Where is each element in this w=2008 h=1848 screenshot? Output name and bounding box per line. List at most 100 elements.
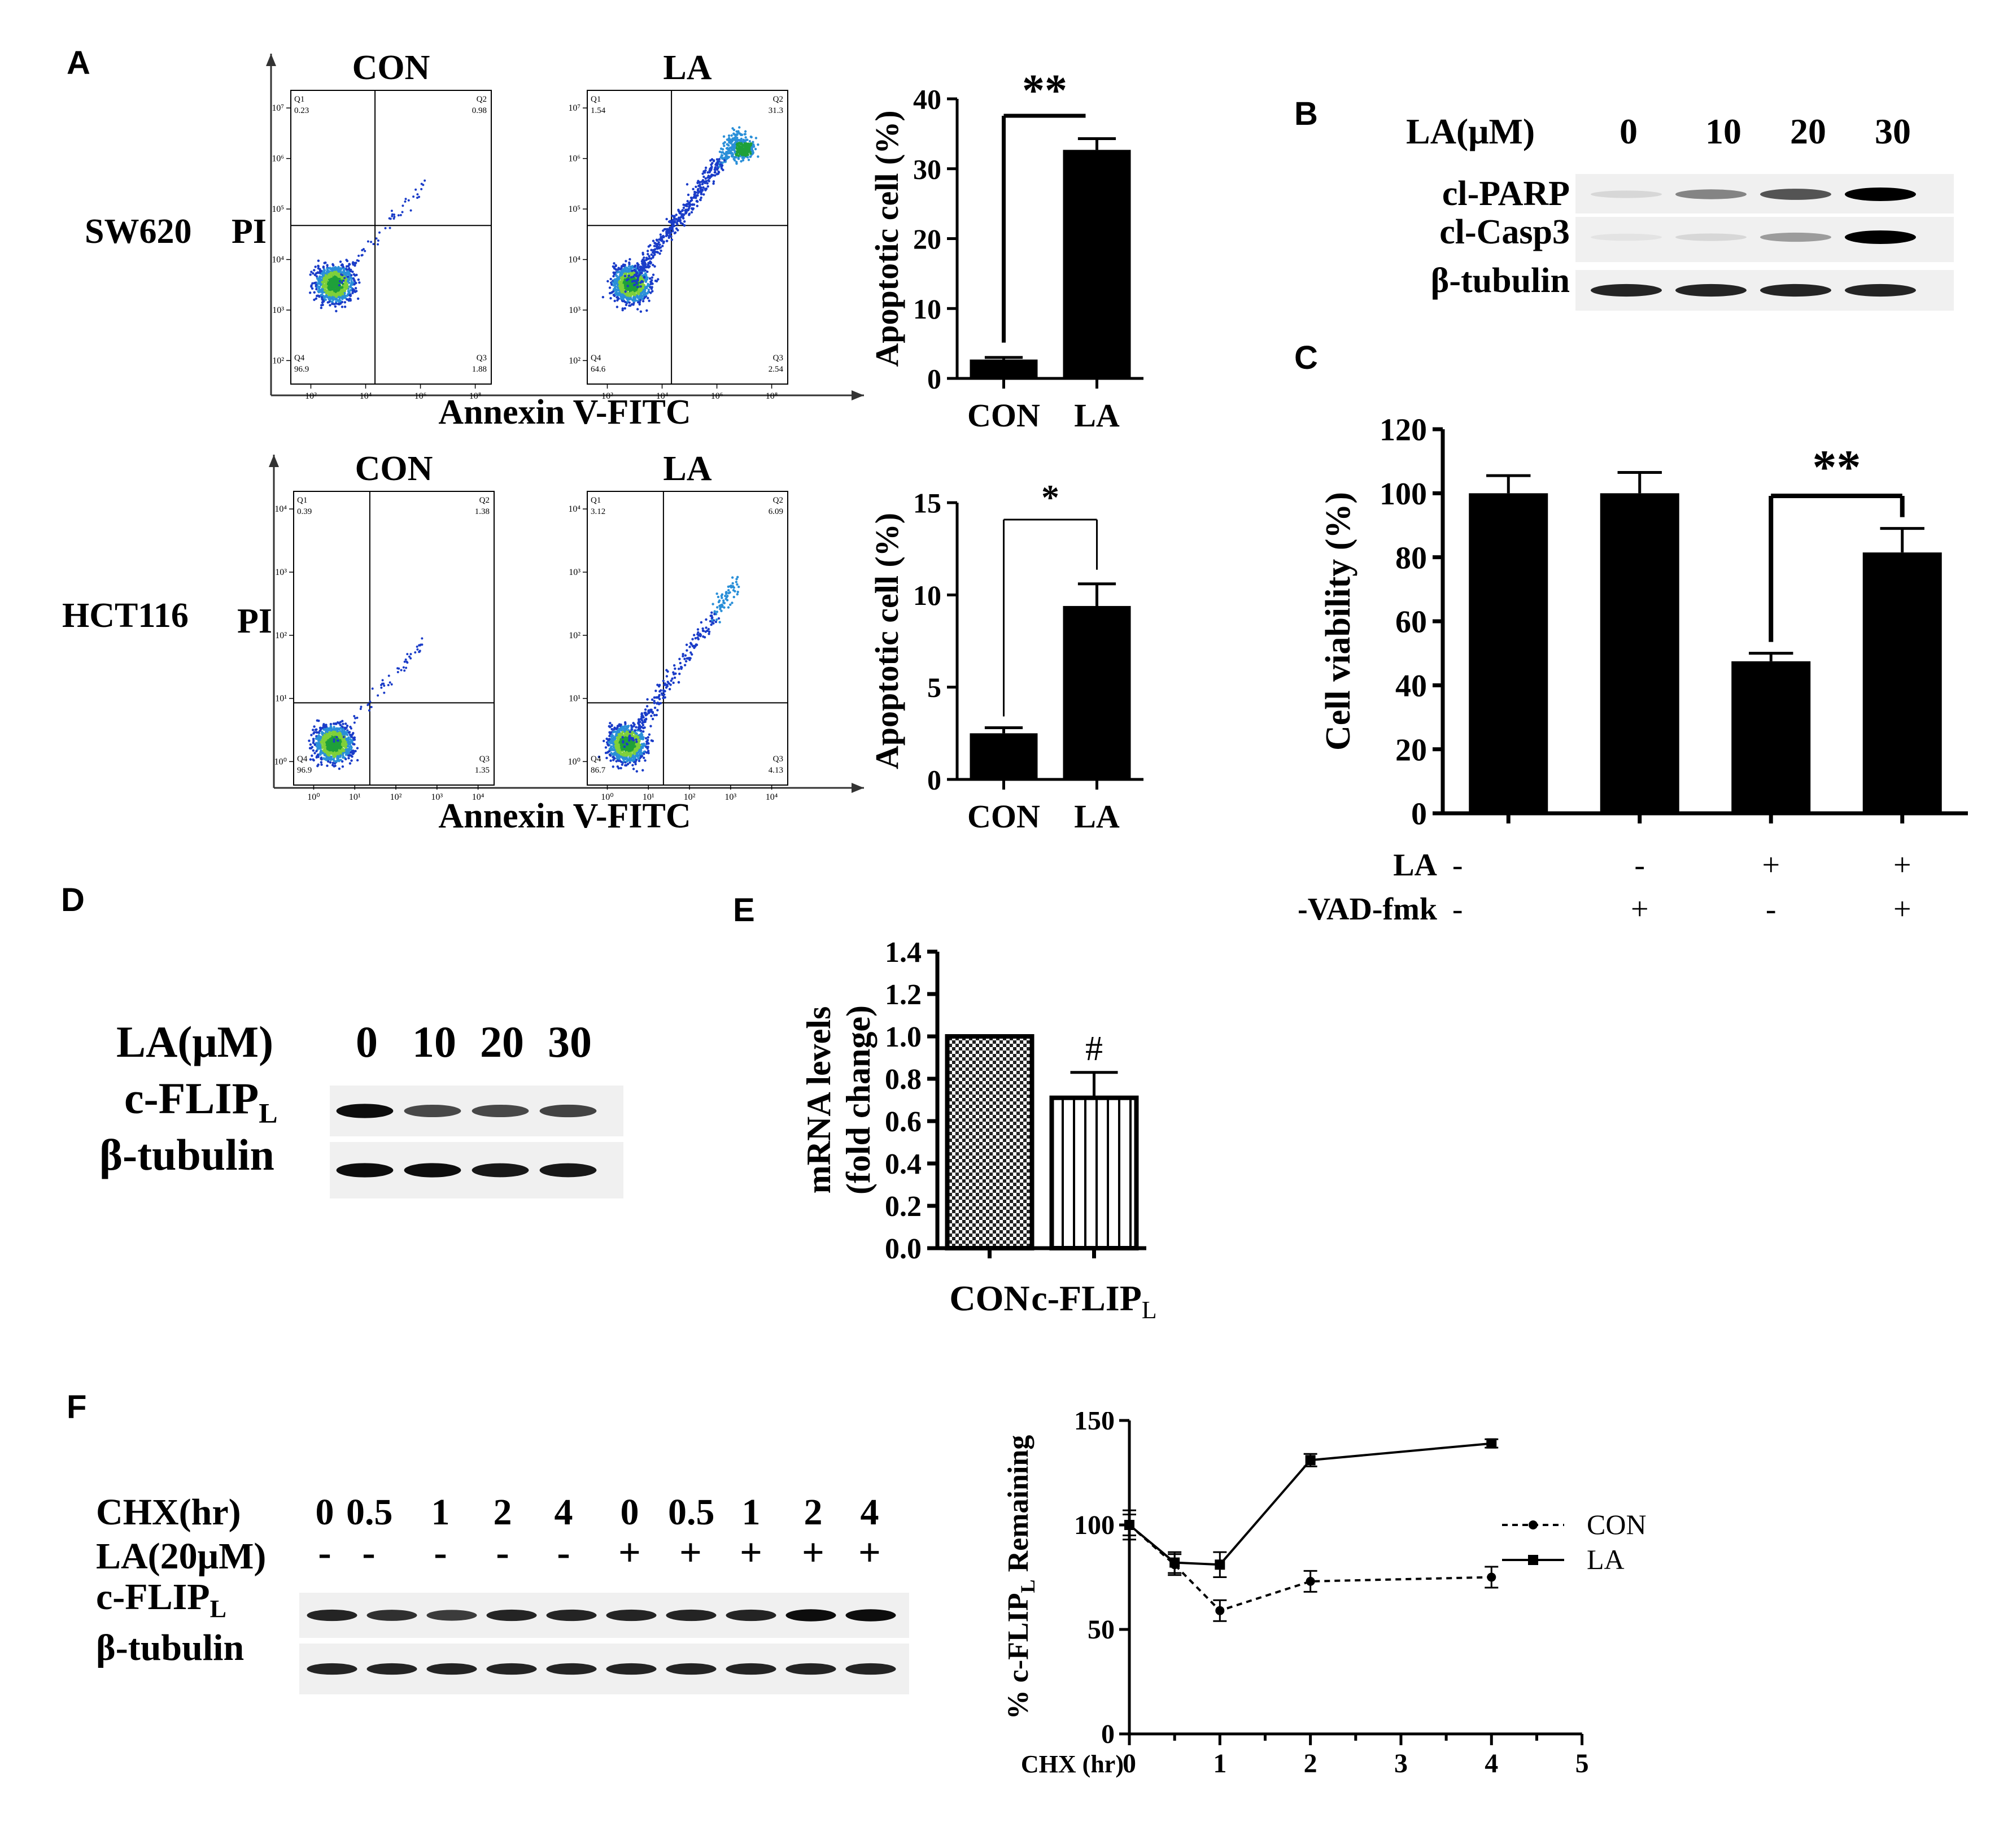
flow-event: [626, 285, 630, 287]
flow-event: [682, 206, 686, 210]
flow-event: [390, 210, 393, 212]
flow-event: [632, 293, 635, 296]
flow-event: [713, 171, 717, 174]
flow-event: [695, 185, 697, 188]
flow-event: [329, 742, 332, 745]
flow-event: [676, 223, 679, 226]
flow-event: [342, 279, 345, 282]
flow-event: [722, 601, 725, 604]
flow-event: [638, 268, 641, 272]
x-tick-label: 10⁴: [360, 391, 372, 401]
flow-event: [335, 295, 338, 298]
flow-event: [339, 302, 342, 305]
flow-event: [331, 302, 334, 306]
flow-event: [377, 239, 379, 242]
flow-event: [330, 732, 334, 735]
flow-event: [621, 730, 624, 734]
flow-event: [679, 219, 682, 221]
flow-event: [335, 288, 338, 291]
flow-event: [647, 291, 649, 294]
flow-event: [617, 733, 620, 736]
flow-event: [322, 737, 325, 740]
flow-event: [687, 207, 691, 210]
flow-event: [387, 674, 390, 677]
flow-event: [328, 298, 331, 300]
flow-event: [325, 294, 328, 297]
flow-event: [348, 762, 352, 765]
flow-event: [615, 739, 618, 743]
flow-event: [663, 690, 666, 692]
flow-event: [626, 287, 630, 291]
flow-event: [347, 279, 350, 282]
flow-event: [692, 634, 696, 637]
flow-event: [666, 670, 669, 673]
flow-event: [351, 739, 353, 742]
flow-event: [700, 196, 702, 199]
quadrant-value: 2.54: [769, 365, 784, 374]
flow-event: [632, 758, 635, 761]
flow-event: [720, 594, 723, 598]
bar: [1600, 493, 1679, 813]
flow-event: [631, 725, 634, 729]
flow-event: [625, 757, 628, 760]
flow-event: [619, 274, 622, 277]
flow-event: [603, 739, 605, 743]
flow-event: [370, 705, 373, 708]
flow-event: [368, 709, 370, 712]
flow-event: [732, 145, 735, 149]
flow-event: [627, 278, 630, 281]
y-tick-label: 80: [1395, 541, 1427, 576]
flow-event: [641, 294, 645, 298]
flow-event: [681, 208, 684, 212]
flow-event: [393, 216, 396, 219]
flow-event: [316, 755, 318, 758]
flow-event: [645, 705, 649, 708]
flow-event: [635, 759, 638, 761]
flow-event: [609, 759, 612, 762]
flow-event: [688, 204, 691, 208]
flow-event: [622, 271, 625, 273]
panel-label-b: B: [1294, 95, 1318, 132]
plot-title: CON: [352, 49, 430, 87]
flow-event: [625, 282, 628, 285]
flow-event: [323, 753, 326, 756]
flow-event: [710, 614, 713, 617]
flow-event: [372, 243, 375, 246]
flow-event: [337, 744, 340, 747]
quadrant-name: Q4: [297, 755, 308, 764]
dose-label: 10: [1705, 111, 1741, 151]
flow-event: [342, 731, 344, 734]
flow-event: [327, 760, 330, 763]
flow-event: [350, 283, 353, 286]
flow-event: [642, 730, 645, 733]
flow-event: [706, 182, 709, 185]
flow-event: [352, 263, 355, 266]
flow-event: [648, 299, 651, 302]
significance-marker: **: [1022, 66, 1067, 116]
blot-band: [1845, 230, 1916, 244]
flow-event: [702, 175, 705, 178]
flow-event: [313, 291, 316, 294]
flow-event: [347, 291, 351, 294]
flow-event: [626, 291, 630, 294]
flow-event: [619, 724, 622, 727]
flow-event: [324, 274, 328, 277]
flow-event: [612, 752, 615, 756]
flow-event: [320, 757, 322, 760]
flow-event: [331, 277, 334, 280]
flow-event: [420, 182, 423, 185]
flow-event: [628, 746, 631, 749]
flow-event: [344, 757, 347, 761]
flow-event: [638, 303, 641, 306]
flow-event: [612, 759, 615, 761]
flow-event: [418, 651, 421, 653]
flow-event: [634, 299, 636, 302]
flow-event: [350, 268, 352, 271]
flow-event: [351, 271, 354, 273]
flow-event: [332, 281, 335, 284]
flow-event: [641, 251, 644, 255]
flow-event: [682, 652, 684, 656]
flow-event: [632, 271, 635, 274]
flow-event: [335, 748, 338, 752]
flow-event: [323, 269, 326, 272]
